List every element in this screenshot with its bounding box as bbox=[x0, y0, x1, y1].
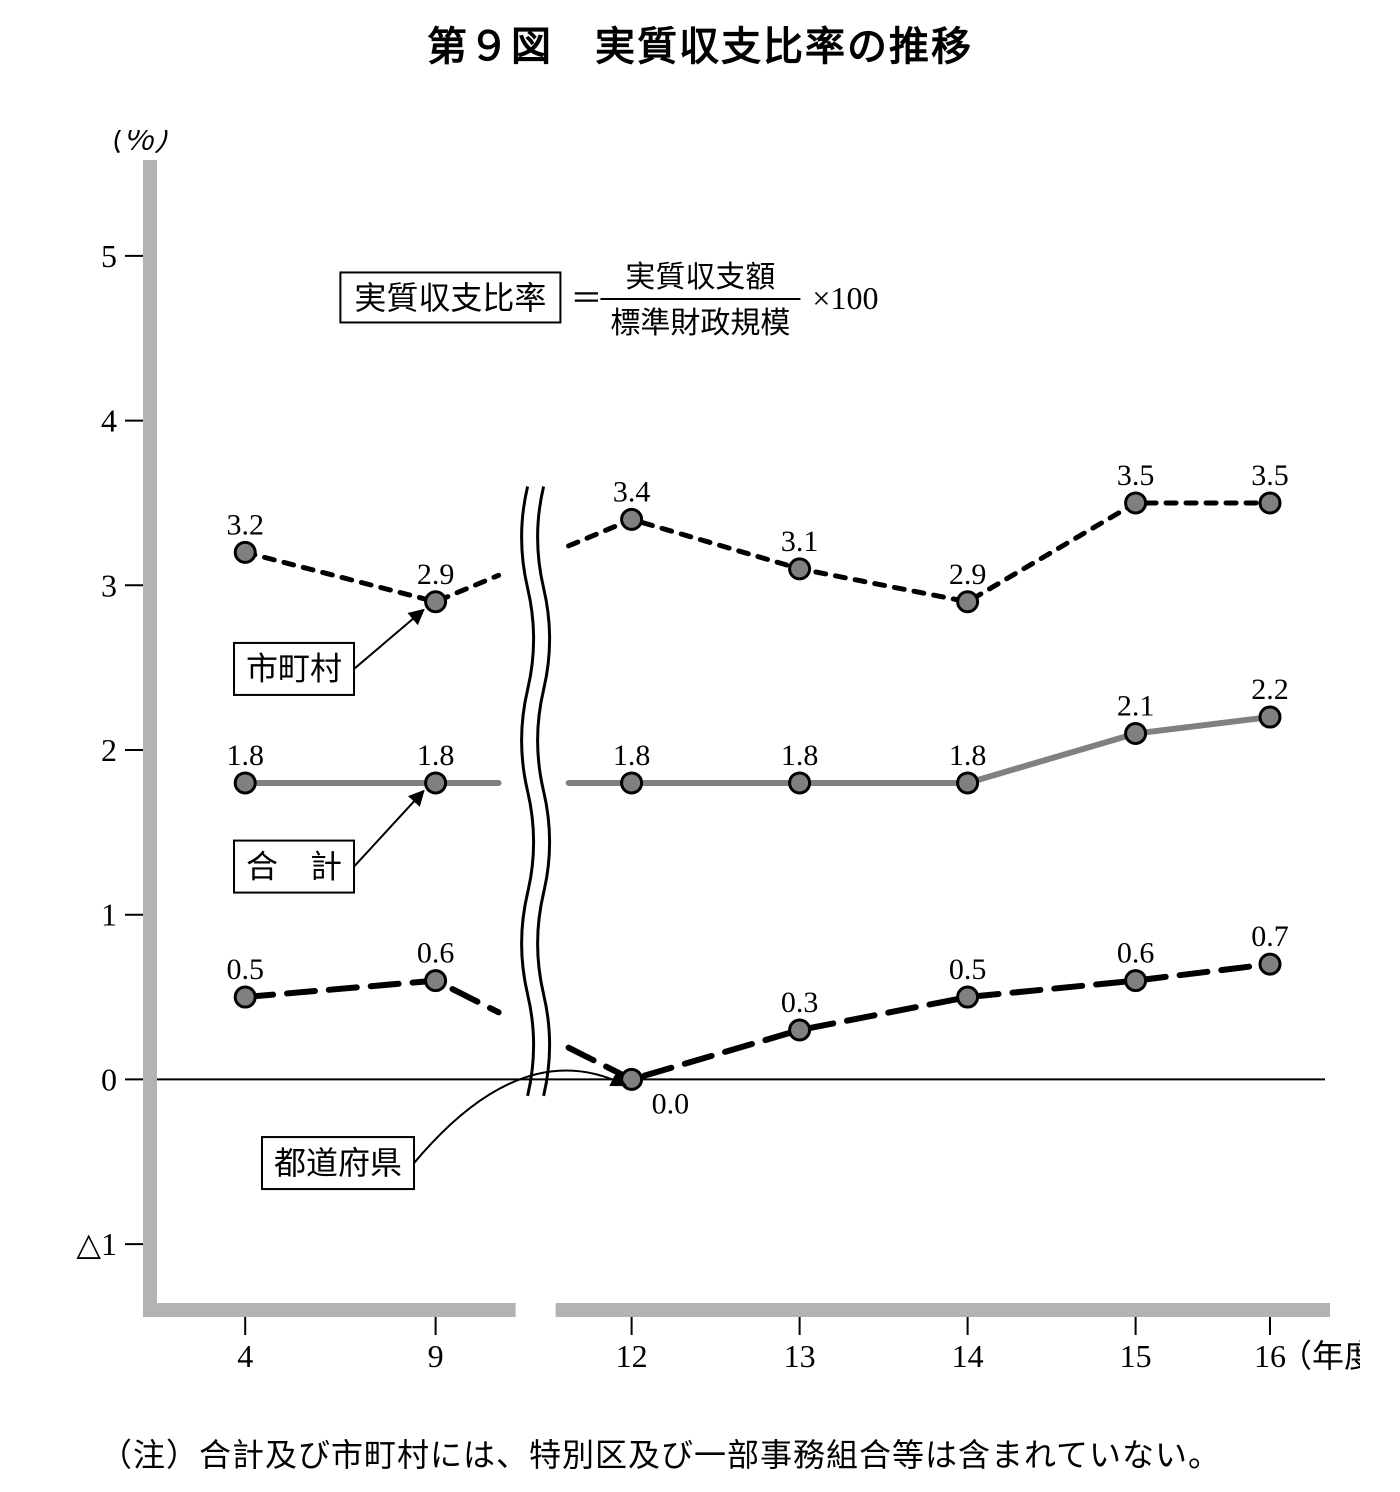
svg-text:0.6: 0.6 bbox=[1117, 937, 1155, 970]
svg-text:2.2: 2.2 bbox=[1251, 673, 1289, 706]
svg-text:1.8: 1.8 bbox=[226, 739, 264, 772]
svg-text:1.8: 1.8 bbox=[417, 739, 455, 772]
svg-text:1.8: 1.8 bbox=[949, 739, 987, 772]
svg-text:0: 0 bbox=[101, 1061, 117, 1097]
svg-text:2.9: 2.9 bbox=[417, 558, 455, 591]
svg-text:4: 4 bbox=[101, 403, 117, 439]
svg-text:12: 12 bbox=[616, 1338, 648, 1374]
svg-text:2: 2 bbox=[101, 732, 117, 768]
svg-text:＝: ＝ bbox=[570, 280, 602, 316]
svg-text:×100: ×100 bbox=[812, 280, 878, 316]
svg-text:0.6: 0.6 bbox=[417, 937, 455, 970]
svg-text:1.8: 1.8 bbox=[613, 739, 651, 772]
svg-text:0.5: 0.5 bbox=[949, 953, 987, 986]
svg-text:0.5: 0.5 bbox=[226, 953, 264, 986]
svg-text:△1: △1 bbox=[76, 1226, 117, 1262]
svg-text:（年度）: （年度） bbox=[1280, 1338, 1360, 1374]
svg-text:合 計: 合 計 bbox=[246, 848, 342, 884]
svg-text:1.8: 1.8 bbox=[781, 739, 819, 772]
svg-text:4: 4 bbox=[237, 1338, 253, 1374]
svg-text:2.9: 2.9 bbox=[949, 558, 987, 591]
chart-area: △1012345（％）491213141516（年度）3.22.93.43.12… bbox=[60, 130, 1360, 1390]
footnote: （注）合計及び市町村には、特別区及び一部事務組合等は含まれていない。 bbox=[100, 1430, 1360, 1476]
svg-text:3.4: 3.4 bbox=[613, 475, 651, 508]
chart-title: 第９図 実質収支比率の推移 bbox=[0, 14, 1400, 72]
svg-text:3.5: 3.5 bbox=[1251, 459, 1289, 492]
svg-text:0.3: 0.3 bbox=[781, 986, 819, 1019]
svg-text:（％）: （％） bbox=[90, 130, 186, 157]
svg-text:標準財政規模: 標準財政規模 bbox=[610, 307, 790, 340]
svg-text:実質収支比率: 実質収支比率 bbox=[354, 280, 546, 316]
svg-text:14: 14 bbox=[952, 1338, 984, 1374]
svg-text:3.2: 3.2 bbox=[226, 508, 264, 541]
svg-text:5: 5 bbox=[101, 238, 117, 274]
svg-text:0.0: 0.0 bbox=[652, 1087, 690, 1120]
svg-text:3: 3 bbox=[101, 567, 117, 603]
svg-text:13: 13 bbox=[784, 1338, 816, 1374]
svg-text:0.7: 0.7 bbox=[1251, 920, 1289, 953]
svg-text:3.5: 3.5 bbox=[1117, 459, 1155, 492]
svg-text:9: 9 bbox=[428, 1338, 444, 1374]
svg-text:実質収支額: 実質収支額 bbox=[625, 261, 775, 294]
svg-text:1: 1 bbox=[101, 897, 117, 933]
svg-text:3.1: 3.1 bbox=[781, 525, 819, 558]
svg-text:都道府県: 都道府県 bbox=[274, 1145, 402, 1181]
svg-text:2.1: 2.1 bbox=[1117, 690, 1155, 723]
svg-text:市町村: 市町村 bbox=[246, 651, 342, 687]
svg-text:15: 15 bbox=[1120, 1338, 1152, 1374]
